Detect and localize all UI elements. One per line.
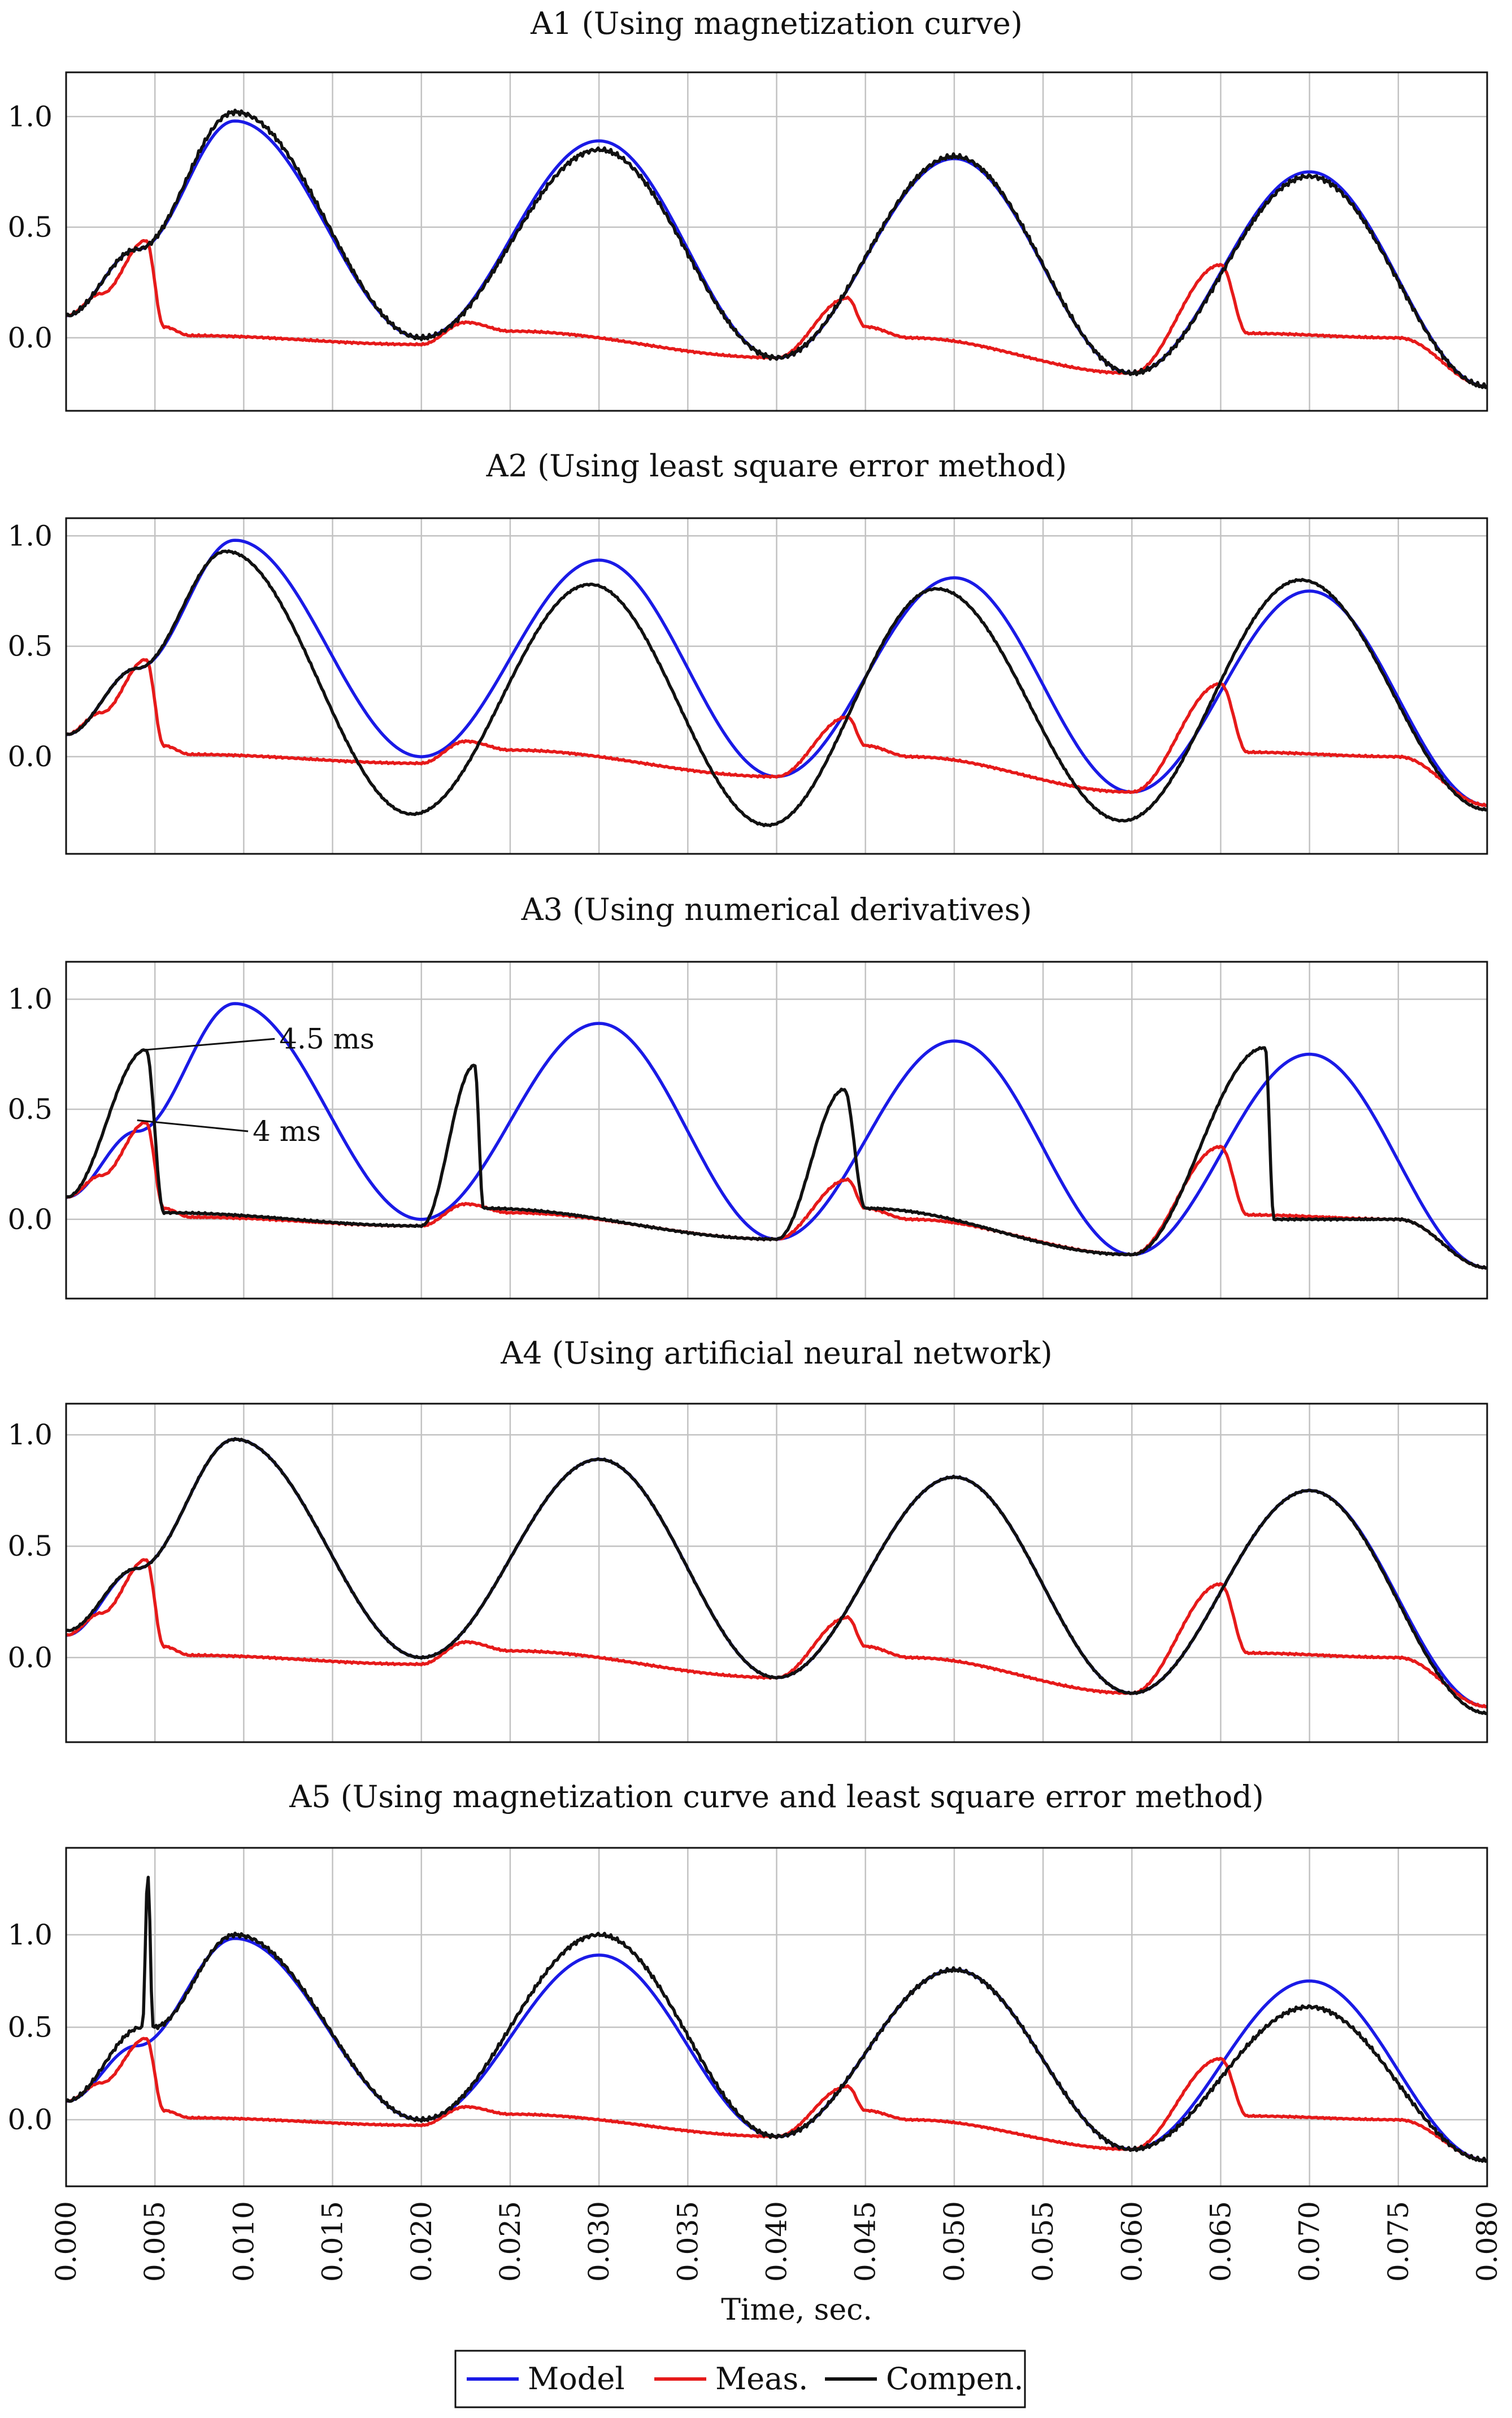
panel-3-series <box>66 1002 1487 1270</box>
x-tick-label: 0.070 <box>1293 2201 1326 2282</box>
x-axis-label: Time, sec. <box>721 2293 872 2327</box>
x-tick-label: 0.015 <box>316 2201 349 2282</box>
y-tick-label: 1.0 <box>7 1418 53 1451</box>
y-tick-label: 0.5 <box>7 630 53 663</box>
series-compen <box>66 1437 1487 1716</box>
series-compen <box>66 108 1487 389</box>
panel-1: A1 (Using magnetization curve) 1.0 0.5 0.0 <box>7 6 1488 412</box>
panel-frame <box>65 1847 1488 2187</box>
x-tick-label: 0.050 <box>938 2201 971 2282</box>
y-tick-label: 1.0 <box>7 1918 53 1951</box>
legend-label: Meas. <box>715 2361 808 2397</box>
panel-3: A3 (Using numerical derivatives) 1.0 0.5 0.… <box>7 892 1488 1300</box>
panel-1-series <box>66 108 1487 389</box>
panel-frame <box>65 961 1488 1300</box>
x-tick-labels: 0.000 0.005 0.010 0.015 0.020 0.025 0.030 0.035… <box>50 2201 1504 2282</box>
y-tick-label: 1.0 <box>7 983 53 1015</box>
x-tick-label: 0.055 <box>1027 2201 1059 2282</box>
annotation-leader <box>137 1119 249 1132</box>
y-tick-label: 1.0 <box>7 519 53 552</box>
panel-5: A5 (Using magnetization curve and least … <box>7 1779 1488 2187</box>
panel-2: A2 (Using least square error method) 1.0 0… <box>7 448 1488 855</box>
series-compen <box>66 1046 1487 1270</box>
legend-label: Compen. <box>886 2361 1024 2397</box>
y-tick-label: 0.5 <box>7 211 53 244</box>
y-tick-label: 0.5 <box>7 1530 53 1562</box>
x-tick-label: 0.000 <box>50 2201 82 2282</box>
panel-4-title: A4 (Using artificial neural network) <box>500 1335 1052 1371</box>
panel-frame <box>65 517 1488 855</box>
x-tick-label: 0.040 <box>761 2201 793 2282</box>
panel-2-title: A2 (Using least square error method) <box>486 448 1067 484</box>
x-tick-label: 0.025 <box>494 2201 527 2282</box>
panel-1-title: A1 (Using magnetization curve) <box>530 6 1023 41</box>
panel-5-series <box>66 1876 1487 2163</box>
annotation-label: 4 ms <box>253 1115 321 1148</box>
x-tick-label: 0.005 <box>138 2201 171 2282</box>
panels: A1 (Using magnetization curve)1.00.50.0A… <box>7 6 1488 2187</box>
panel-4: A4 (Using artificial neural network) 1.0 0… <box>7 1335 1488 1743</box>
y-tick-label: 0.0 <box>7 322 53 354</box>
series-meas <box>66 658 1487 808</box>
x-tick-label: 0.065 <box>1204 2201 1237 2282</box>
y-tick-label: 0.0 <box>7 1641 53 1674</box>
legend: Model Meas. Compen. <box>454 2350 1026 2408</box>
y-tick-label: 0.5 <box>7 1093 53 1126</box>
y-tick-label: 0.5 <box>7 2011 53 2044</box>
annotation-label: 4.5 ms <box>279 1022 374 1055</box>
panel-frame <box>65 71 1488 412</box>
y-tick-label: 0.0 <box>7 2103 53 2136</box>
y-tick-label: 0.0 <box>7 1203 53 1236</box>
annotation-leader <box>146 1037 275 1051</box>
x-tick-label: 0.020 <box>405 2201 438 2282</box>
y-tick-label: 1.0 <box>7 100 53 133</box>
legend-label: Model <box>528 2361 625 2397</box>
x-tick-label: 0.035 <box>671 2201 704 2282</box>
panel-5-title: A5 (Using magnetization curve and least … <box>289 1779 1264 1814</box>
x-tick-label: 0.045 <box>849 2201 882 2282</box>
x-tick-label: 0.030 <box>583 2201 615 2282</box>
series-compen <box>66 549 1487 827</box>
panel-2-series <box>66 539 1487 827</box>
panel-4-series <box>66 1437 1487 1716</box>
x-tick-label: 0.075 <box>1382 2201 1415 2282</box>
panel-frame <box>65 1403 1488 1743</box>
x-tick-label: 0.060 <box>1115 2201 1148 2282</box>
series-compen <box>66 1876 1487 2163</box>
x-tick-label: 0.010 <box>227 2201 260 2282</box>
y-tick-label: 0.0 <box>7 740 53 773</box>
x-tick-label: 0.080 <box>1471 2201 1504 2282</box>
panel-3-title: A3 (Using numerical derivatives) <box>521 892 1032 927</box>
legend-box <box>454 2350 1026 2408</box>
